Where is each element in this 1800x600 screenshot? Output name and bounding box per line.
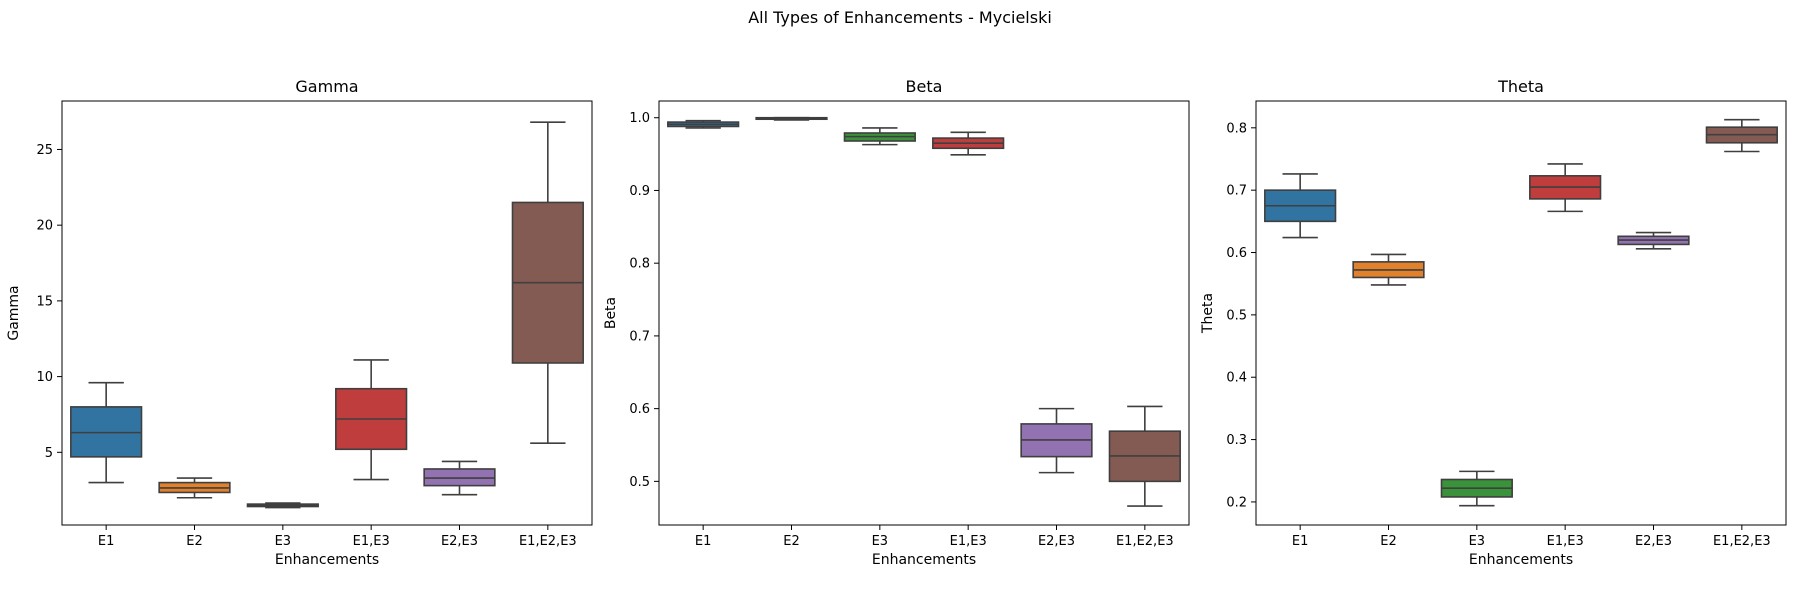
panel-title: Gamma bbox=[295, 77, 358, 96]
x-tick-label: E2,E3 bbox=[1038, 534, 1075, 549]
y-tick-label: 0.8 bbox=[629, 257, 650, 272]
x-tick-label: E3 bbox=[872, 534, 889, 549]
axes-frame bbox=[1255, 100, 1787, 526]
y-tick-label: 10 bbox=[36, 370, 53, 385]
y-tick-label: 0.5 bbox=[629, 475, 650, 490]
panel-title: Theta bbox=[1497, 77, 1544, 96]
x-tick-label: E1,E3 bbox=[950, 534, 987, 549]
x-tick-label: E3 bbox=[1469, 534, 1486, 549]
y-axis-label: Beta bbox=[603, 297, 619, 329]
y-tick-label: 1.0 bbox=[629, 111, 650, 126]
figure-title: All Types of Enhancements - Mycielski bbox=[748, 8, 1052, 27]
x-tick-label: E2 bbox=[783, 534, 800, 549]
panel-title: Beta bbox=[906, 77, 943, 96]
x-axis-label: Enhancements bbox=[872, 552, 976, 568]
x-tick-label: E3 bbox=[275, 534, 292, 549]
x-axis-label: Enhancements bbox=[1469, 552, 1573, 568]
y-tick-label: 0.9 bbox=[629, 184, 650, 199]
x-tick-label: E1,E2,E3 bbox=[1713, 534, 1771, 549]
x-tick-label: E2 bbox=[1380, 534, 1397, 549]
y-tick-label: 20 bbox=[36, 219, 53, 234]
x-tick-label: E2 bbox=[186, 534, 203, 549]
x-tick-label: E1,E2,E3 bbox=[1116, 534, 1174, 549]
x-tick-label: E1,E3 bbox=[1547, 534, 1584, 549]
y-tick-label: 0.4 bbox=[1226, 371, 1247, 386]
x-tick-label: E2,E3 bbox=[1635, 534, 1672, 549]
y-tick-label: 0.5 bbox=[1226, 308, 1247, 323]
y-axis-label: Gamma bbox=[6, 285, 22, 340]
x-tick-label: E2,E3 bbox=[441, 534, 478, 549]
y-tick-label: 0.6 bbox=[1226, 246, 1247, 261]
y-tick-label: 25 bbox=[36, 143, 53, 158]
y-tick-label: 0.6 bbox=[629, 402, 650, 417]
y-tick-label: 5 bbox=[45, 446, 53, 461]
y-tick-label: 0.7 bbox=[629, 329, 650, 344]
axes-frame bbox=[658, 100, 1190, 526]
y-tick-label: 0.3 bbox=[1226, 433, 1247, 448]
x-tick-label: E1,E3 bbox=[353, 534, 390, 549]
x-tick-label: E1,E2,E3 bbox=[519, 534, 577, 549]
x-tick-label: E1 bbox=[695, 534, 712, 549]
y-tick-label: 15 bbox=[36, 294, 53, 309]
x-tick-label: E1 bbox=[1292, 534, 1309, 549]
y-tick-label: 0.7 bbox=[1226, 184, 1247, 199]
y-tick-label: 0.2 bbox=[1226, 495, 1247, 510]
y-axis-label: Theta bbox=[1200, 293, 1216, 334]
y-tick-label: 0.8 bbox=[1226, 121, 1247, 136]
x-axis-label: Enhancements bbox=[275, 552, 379, 568]
x-tick-label: E1 bbox=[98, 534, 115, 549]
axes-frame bbox=[61, 100, 593, 526]
